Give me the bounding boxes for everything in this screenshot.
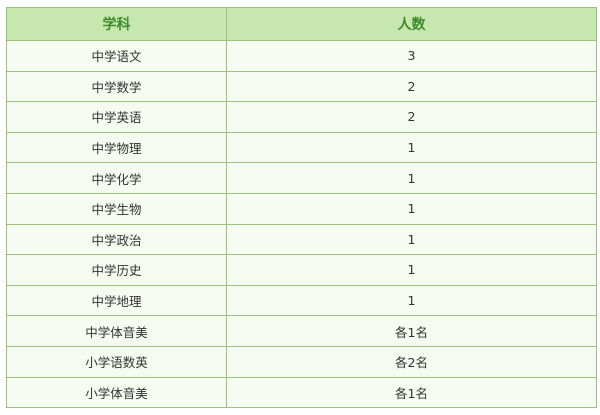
count-cell: 3 bbox=[226, 40, 597, 72]
count-cell: 各1名 bbox=[226, 376, 597, 409]
count-cell: 2 bbox=[226, 101, 597, 133]
count-cell: 1 bbox=[226, 284, 597, 317]
subject-cell: 中学地理 bbox=[6, 284, 227, 317]
subject-cell: 中学语文 bbox=[6, 40, 227, 72]
subject-cell: 小学体音美 bbox=[6, 376, 227, 409]
table-row: 中学物理 1 bbox=[6, 131, 597, 164]
subject-cell: 中学化学 bbox=[6, 162, 227, 194]
table-row: 小学语数英 各2名 bbox=[6, 345, 597, 378]
subject-cell: 中学英语 bbox=[6, 101, 227, 133]
table-row: 中学语文 3 bbox=[6, 40, 597, 72]
count-cell: 各1名 bbox=[226, 315, 597, 347]
subject-cell: 中学体音美 bbox=[6, 315, 227, 347]
count-cell: 1 bbox=[226, 162, 597, 194]
subject-cell: 中学政治 bbox=[6, 223, 227, 256]
subject-cell: 中学历史 bbox=[6, 254, 227, 286]
table-row: 中学体音美 各1名 bbox=[6, 315, 597, 347]
subject-cell: 小学语数英 bbox=[6, 345, 227, 378]
table-row: 中学地理 1 bbox=[6, 284, 597, 317]
table-row: 中学历史 1 bbox=[6, 254, 597, 286]
table-row: 中学数学 2 bbox=[6, 70, 597, 103]
subject-count-table: 学科 人数 中学语文 3 中学数学 2 中学英语 2 中学物理 1 中学化学 1 中学生物 1 中学政治… bbox=[6, 7, 597, 409]
subject-cell: 中学数学 bbox=[6, 70, 227, 103]
count-cell: 1 bbox=[226, 131, 597, 164]
count-cell: 1 bbox=[226, 254, 597, 286]
table-row: 中学化学 1 bbox=[6, 162, 597, 194]
header-count: 人数 bbox=[226, 7, 597, 41]
table-row: 小学体音美 各1名 bbox=[6, 376, 597, 409]
table-row: 中学生物 1 bbox=[6, 192, 597, 225]
table-row: 中学政治 1 bbox=[6, 223, 597, 256]
header-subject: 学科 bbox=[6, 7, 227, 41]
header-row: 学科 人数 bbox=[6, 7, 597, 41]
count-cell: 2 bbox=[226, 70, 597, 103]
count-cell: 1 bbox=[226, 223, 597, 256]
count-cell: 各2名 bbox=[226, 345, 597, 378]
table-row: 中学英语 2 bbox=[6, 101, 597, 133]
subject-cell: 中学生物 bbox=[6, 192, 227, 225]
count-cell: 1 bbox=[226, 192, 597, 225]
subject-cell: 中学物理 bbox=[6, 131, 227, 164]
